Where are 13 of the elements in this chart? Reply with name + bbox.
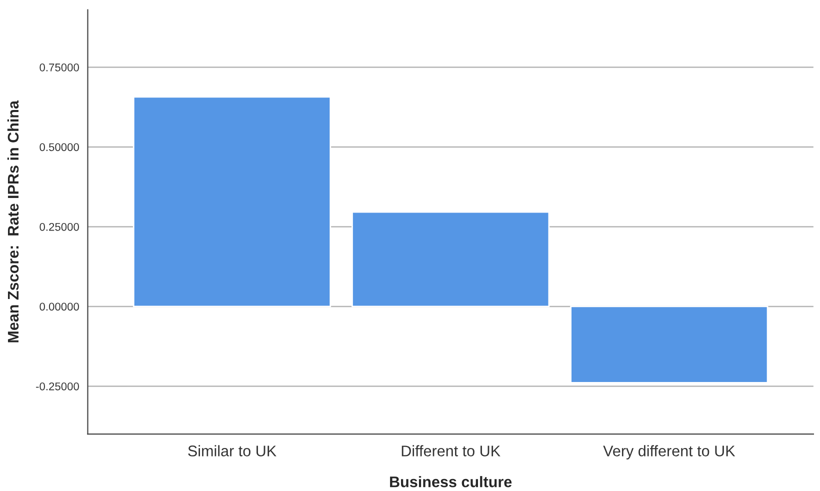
y-tick-label: 0.75000 (40, 64, 79, 72)
bar (132, 96, 332, 308)
x-axis-title: Business culture (390, 476, 512, 488)
y-tick-label: 0.00000 (40, 302, 79, 311)
x-tick-label: Different to UK (402, 445, 500, 456)
y-tick-label: 0.25000 (40, 222, 79, 231)
y-axis-title: Mean Zscore: Rate IPRs in China (7, 100, 19, 342)
bar (570, 306, 768, 384)
y-tick-label: 0.50000 (40, 143, 79, 152)
y-tick-label: -0.25000 (36, 382, 79, 390)
x-tick-label: Similar to UK (188, 445, 276, 456)
bar (352, 211, 550, 308)
x-tick-label: Very different to UK (603, 445, 736, 460)
